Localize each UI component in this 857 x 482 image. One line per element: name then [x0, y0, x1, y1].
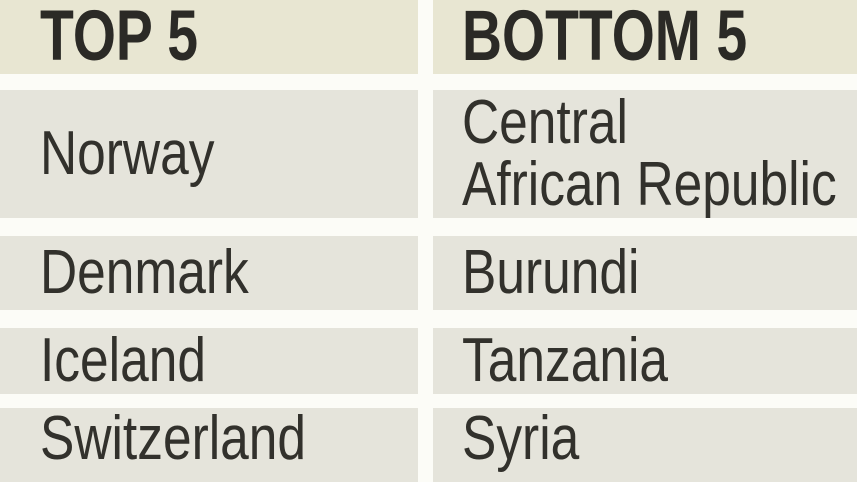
- country-label: Tanzania: [462, 326, 668, 396]
- bottom5-header-cell: BOTTOM 5: [433, 0, 857, 74]
- bottom5-rank3-cell: Tanzania: [433, 326, 857, 396]
- country-label: Syria: [462, 403, 580, 473]
- bottom5-rank1-cell: Central African Republic: [433, 88, 857, 220]
- top5-rank4-cell: Switzerland: [0, 403, 418, 482]
- bottom5-header-label: BOTTOM 5: [462, 0, 748, 76]
- top5-rank1-cell: Norway: [0, 90, 418, 219]
- top5-header-cell: TOP 5: [0, 0, 418, 74]
- country-label: Norway: [40, 119, 215, 189]
- top5-header-label: TOP 5: [40, 0, 199, 76]
- country-label: Switzerland: [40, 403, 307, 473]
- top5-rank3-cell: Iceland: [0, 326, 418, 396]
- column-top5: TOP 5 Norway Denmark Iceland Switzerland: [0, 0, 418, 482]
- bottom5-rank2-cell: Burundi: [433, 236, 857, 311]
- column-bottom5: BOTTOM 5 Central African Republic Burund…: [433, 0, 857, 482]
- country-label: Denmark: [40, 238, 249, 308]
- country-label: Central African Republic: [462, 88, 837, 220]
- top5-rank2-cell: Denmark: [0, 236, 418, 311]
- bottom5-rank4-cell: Syria: [433, 403, 857, 482]
- country-label: Burundi: [462, 238, 640, 308]
- country-label: Iceland: [40, 326, 206, 396]
